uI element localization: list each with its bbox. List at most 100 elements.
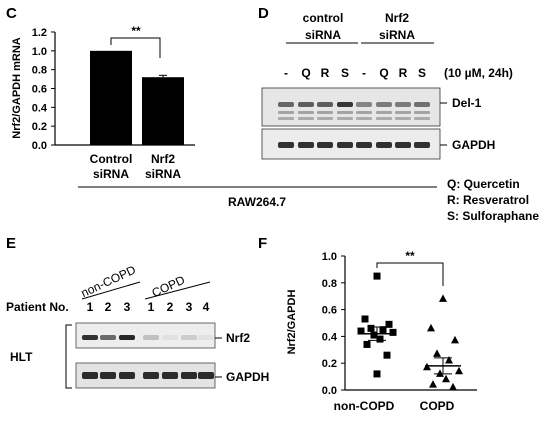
- f-point-non-copd: [367, 324, 375, 332]
- c-significance-bracket: [110, 37, 161, 58]
- f-significance-bracket: [376, 262, 444, 286]
- f-y-tick-label: 0.8: [322, 278, 337, 290]
- panel-label-c: C: [6, 5, 17, 22]
- f-significance-marker: **: [405, 249, 415, 263]
- d-lane-label: S: [418, 66, 426, 80]
- e-lane-label: 1: [87, 300, 94, 314]
- d-del1-band: [317, 102, 333, 107]
- f-point-non-copd: [373, 370, 381, 378]
- d-del1-band: [298, 102, 314, 107]
- d-del1-band-lower: [337, 117, 353, 120]
- e-nrf2-band: [82, 335, 98, 340]
- panel-f-scatter-chart: Nrf2/GAPDH 0.0 0.2 0.4 0.6 0.8 1.0 ** non-COP…: [286, 249, 477, 413]
- d-del1-band-lower: [317, 111, 333, 114]
- d-del1-band-lower: [298, 117, 314, 120]
- f-point-non-copd: [383, 351, 391, 359]
- e-nrf2-band: [181, 335, 197, 340]
- e-gapdh-band: [162, 372, 178, 379]
- d-lane-label: S: [341, 66, 349, 80]
- d-del1-band: [337, 102, 353, 107]
- f-y-tick-label: 0.4: [322, 331, 338, 343]
- e-nrf2-blot: [75, 322, 216, 349]
- d-lane-label: R: [321, 66, 330, 80]
- c-bar: [90, 50, 132, 146]
- d-del1-band-lower: [376, 111, 392, 114]
- f-y-tick-label: 0.0: [322, 385, 337, 397]
- f-point-non-copd: [363, 340, 371, 348]
- d-del1-band-lower: [395, 111, 411, 114]
- f-point-copd: [436, 369, 444, 377]
- f-point-non-copd: [379, 326, 387, 334]
- f-point-copd: [442, 374, 450, 383]
- f-point-copd: [427, 323, 435, 332]
- c-y-tick-label: 1.0: [32, 46, 47, 58]
- d-gapdh-band: [356, 142, 372, 148]
- c-category-label-2b: siRNA: [145, 167, 181, 181]
- d-gapdh-band: [414, 142, 430, 148]
- e-gapdh-band: [82, 372, 98, 379]
- f-point-non-copd: [370, 331, 378, 339]
- c-y-tick-label: 0.6: [32, 84, 47, 96]
- d-del1-band-lower: [356, 111, 372, 114]
- e-nrf2-band: [119, 335, 135, 340]
- f-point-non-copd: [389, 328, 397, 336]
- f-point-copd: [445, 356, 453, 364]
- e-lane-label: 3: [124, 300, 131, 314]
- panel-label-f: F: [258, 235, 267, 252]
- c-y-tick-label: 0.4: [32, 102, 48, 114]
- cell-line-label: RAW264.7: [228, 195, 286, 209]
- d-lane-label: Q: [379, 66, 388, 80]
- d-del1-band: [395, 102, 411, 107]
- d-del1-band-lower: [414, 111, 430, 114]
- e-hlt-bracket: [65, 324, 72, 389]
- f-category-label-non-copd: non-COPD: [334, 399, 395, 413]
- f-point-non-copd: [376, 335, 384, 343]
- e-group-non-copd: non-COPD: [79, 262, 138, 300]
- d-gapdh-band: [376, 142, 392, 148]
- f-point-copd: [451, 335, 459, 344]
- c-y-tick-label: 0.0: [32, 140, 47, 152]
- d-del1-band-lower: [337, 111, 353, 114]
- d-del1-band: [356, 102, 372, 107]
- f-y-tick-label: 1.0: [322, 251, 337, 263]
- f-point-copd: [449, 382, 457, 391]
- f-point-copd: [455, 366, 463, 375]
- e-lane-label: 2: [105, 300, 112, 314]
- d-del1-band: [414, 102, 430, 107]
- e-gapdh-band: [198, 372, 214, 379]
- d-lane-label: R: [399, 66, 408, 80]
- c-significance-marker: **: [131, 24, 141, 38]
- c-bar: [142, 77, 184, 145]
- f-y-tick-label: 0.6: [322, 305, 337, 317]
- panel-label-e: E: [6, 235, 16, 252]
- f-point-copd: [439, 294, 447, 302]
- d-lane-label: Q: [301, 66, 310, 80]
- d-del1-band-lower: [298, 111, 314, 114]
- e-group2-underline: [144, 281, 211, 300]
- f-y-axis-label: Nrf2/GAPDH: [286, 290, 298, 355]
- c-category-label-1a: Control: [90, 152, 133, 166]
- d-del1-band-lower: [317, 117, 333, 120]
- e-lane-label: 1: [148, 300, 155, 314]
- f-point-non-copd: [357, 327, 365, 335]
- panel-c-bar-chart: Nrf2/GAPDH mRNA 0.0 0.2 0.4 0.6 0.8 1.0 1.2 **…: [11, 24, 195, 181]
- e-band-label-nrf2: Nrf2: [226, 331, 250, 345]
- d-group1-line1: control: [303, 11, 344, 25]
- d-lane-label: -: [284, 66, 288, 80]
- d-del1-band-lower: [376, 117, 392, 120]
- e-gapdh-band: [119, 372, 135, 379]
- d-group2-line2: siRNA: [379, 28, 415, 42]
- e-patient-label: Patient No.: [6, 300, 69, 314]
- d-group2-line1: Nrf2: [385, 11, 409, 25]
- d-del1-band-lower: [395, 117, 411, 120]
- e-gapdh-band: [181, 372, 197, 379]
- f-point-copd: [429, 380, 437, 388]
- d-gapdh-band: [337, 142, 353, 148]
- d-gapdh-band: [317, 142, 333, 148]
- d-gapdh-band: [298, 142, 314, 148]
- d-band-label-gapdh: GAPDH: [452, 138, 495, 152]
- legend-sulforaphane: S: Sulforaphane: [447, 209, 539, 223]
- e-nrf2-band: [100, 335, 116, 340]
